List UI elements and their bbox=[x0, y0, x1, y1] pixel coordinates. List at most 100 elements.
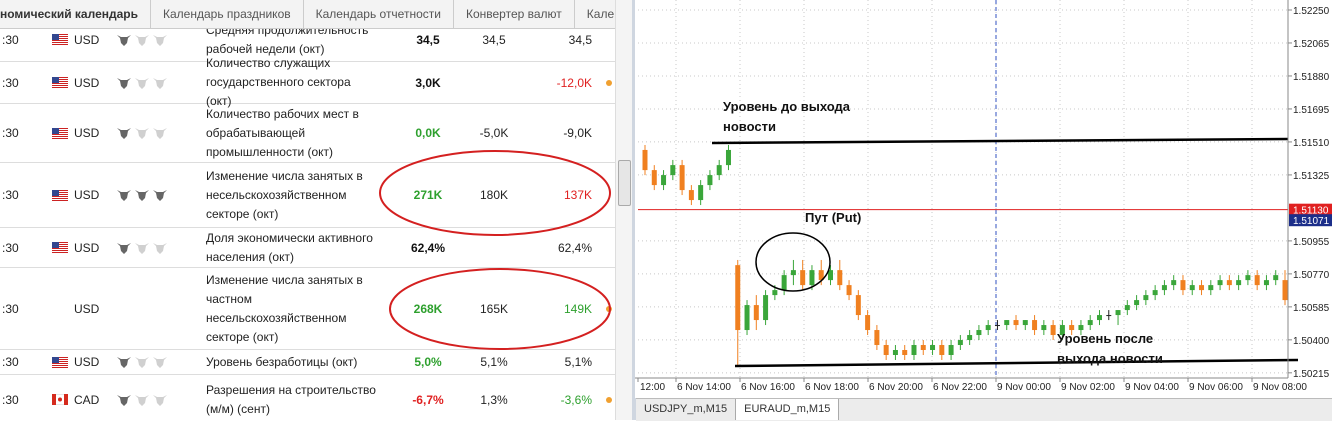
calendar-row: :30 USD Количество рабочих мест в обрабаты… bbox=[0, 104, 615, 163]
previous: 149K bbox=[563, 301, 592, 316]
price-label-bg bbox=[1289, 214, 1332, 227]
candle-body bbox=[957, 340, 963, 346]
candle-body bbox=[1236, 280, 1242, 286]
bull-shape bbox=[135, 77, 149, 89]
flag-cell bbox=[52, 163, 68, 227]
chart-tab[interactable]: USDJPY_m,M15 bbox=[636, 399, 737, 420]
candle-body bbox=[1199, 285, 1205, 291]
candle-body bbox=[725, 149, 731, 166]
flag-part bbox=[52, 250, 68, 251]
scrollbar[interactable] bbox=[615, 0, 632, 420]
currency: USD bbox=[74, 75, 100, 90]
candle-body bbox=[1180, 280, 1186, 291]
candle-body bbox=[1208, 285, 1214, 291]
bull-shape bbox=[117, 190, 131, 201]
candle-body bbox=[1004, 320, 1010, 326]
candle-body bbox=[967, 335, 973, 341]
candle-body bbox=[809, 270, 815, 286]
flag-part bbox=[52, 42, 68, 43]
flag-part bbox=[52, 197, 68, 199]
currency: USD bbox=[74, 188, 100, 202]
x-tick-label: 6 Nov 22:00 bbox=[933, 382, 987, 393]
y-tick-label: 1.50770 bbox=[1293, 270, 1330, 281]
candle-body bbox=[735, 265, 741, 331]
event-name: Уровень безработицы (окт) bbox=[206, 354, 358, 369]
currency: USD bbox=[74, 355, 100, 369]
importance bbox=[117, 228, 167, 267]
flag-cell bbox=[52, 228, 68, 267]
bull-icon bbox=[135, 34, 149, 46]
flag-part bbox=[52, 34, 68, 35]
bull-shape bbox=[135, 34, 149, 46]
flag-part bbox=[52, 356, 68, 358]
candle-body bbox=[1134, 300, 1140, 306]
bull-shape bbox=[135, 190, 149, 201]
candle-body bbox=[1143, 295, 1149, 301]
forecast: -5,0K bbox=[479, 126, 509, 140]
calendar-row: :30 USD Уровень безработицы (окт) 5,0% 5,1% 5… bbox=[0, 350, 615, 375]
event-time: :30 bbox=[2, 75, 19, 90]
x-tick-label: 9 Nov 08:00 bbox=[1253, 382, 1307, 393]
bull-icon bbox=[117, 34, 131, 46]
splitter bbox=[632, 0, 636, 420]
country-flag bbox=[52, 394, 68, 405]
flag-part bbox=[52, 191, 68, 193]
candle-body bbox=[1059, 325, 1065, 336]
bull-icon bbox=[117, 394, 131, 406]
flag-part bbox=[52, 394, 56, 405]
candle-body bbox=[753, 305, 759, 321]
bull-icon bbox=[117, 77, 131, 89]
candle-body bbox=[1069, 325, 1075, 331]
calendar-tab[interactable]: Календарь праздников bbox=[151, 0, 304, 28]
flag-part bbox=[52, 189, 68, 191]
y-tick-label: 1.51880 bbox=[1293, 72, 1330, 83]
flag-part bbox=[52, 248, 68, 249]
chart-tab[interactable]: EURAUD_m,M15 bbox=[736, 399, 840, 420]
y-tick-label: 1.52065 bbox=[1293, 39, 1330, 50]
bull-icon bbox=[117, 357, 131, 368]
candle-body bbox=[920, 345, 926, 351]
calendar-row: :30 CAD Разрешения на строительство (м/м) … bbox=[0, 375, 615, 420]
candle-body bbox=[1245, 275, 1251, 281]
flag-part bbox=[52, 246, 68, 247]
flag-part bbox=[52, 131, 68, 133]
calendar-row: :30 USD Изменение числа занятых в несельск… bbox=[0, 163, 615, 228]
country-flag bbox=[52, 189, 68, 201]
event-time: :30 bbox=[2, 126, 19, 140]
candle-body bbox=[892, 350, 898, 355]
candle-body bbox=[707, 175, 713, 186]
flag-part bbox=[52, 77, 59, 83]
bull-shape bbox=[117, 394, 131, 406]
calendar-tab[interactable]: Кале bbox=[575, 0, 615, 28]
calendar-tab[interactable]: номический календарь bbox=[0, 0, 151, 28]
event-name: Изменение числа занятых в частном несель… bbox=[206, 272, 363, 344]
y-tick-label: 1.50585 bbox=[1293, 303, 1330, 314]
event-time: :30 bbox=[2, 32, 19, 47]
importance bbox=[117, 29, 167, 61]
bull-icon bbox=[117, 128, 131, 139]
bull-icon bbox=[153, 34, 167, 46]
candle-body bbox=[818, 270, 824, 281]
currency: USD bbox=[74, 126, 100, 140]
previous: -3,6% bbox=[560, 392, 592, 407]
flag-part bbox=[52, 81, 68, 82]
candle-body bbox=[688, 190, 694, 201]
y-tick-label: 1.50215 bbox=[1293, 369, 1330, 380]
scroll-thumb[interactable] bbox=[618, 160, 631, 206]
flag-part bbox=[52, 193, 68, 195]
calendar-tab[interactable]: Конвертер валют bbox=[454, 0, 575, 28]
candle-body bbox=[661, 175, 667, 186]
bull-shape bbox=[153, 394, 167, 406]
put-circle bbox=[755, 232, 831, 292]
candle-body bbox=[883, 345, 889, 355]
bull-icon bbox=[135, 357, 149, 368]
event-name: Средняя продолжительность рабочей недели… bbox=[206, 29, 369, 56]
flag-part bbox=[52, 38, 68, 39]
y-tick-label: 1.51510 bbox=[1293, 138, 1330, 149]
bull-shape bbox=[135, 128, 149, 139]
candle-body bbox=[1282, 280, 1288, 301]
calendar-row: :30 USD Количество служащих государственно… bbox=[0, 56, 615, 108]
calendar-tab[interactable]: Календарь отчетности bbox=[304, 0, 454, 28]
candle-body bbox=[930, 345, 936, 351]
